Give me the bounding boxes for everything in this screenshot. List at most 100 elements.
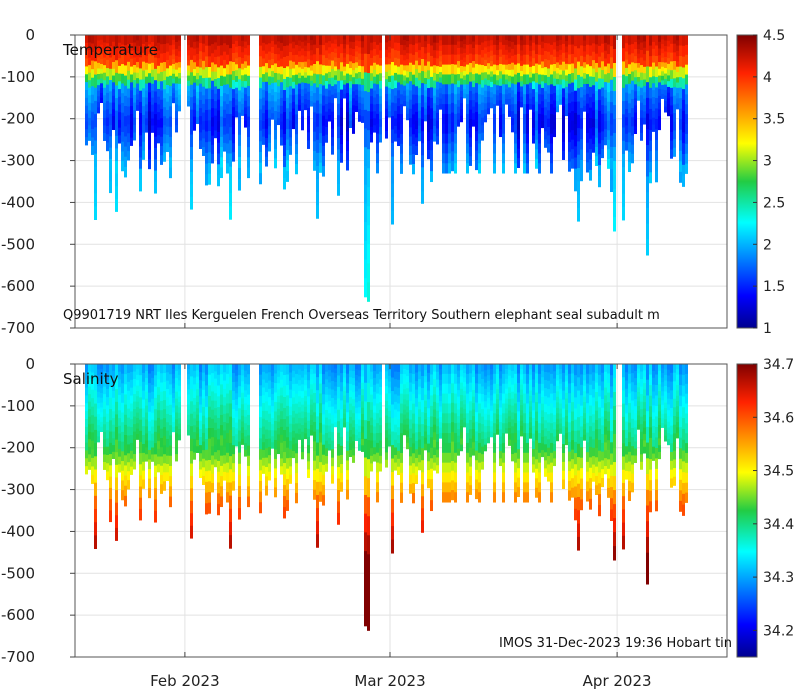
profile-cell	[367, 149, 370, 169]
profile-cell	[577, 88, 580, 102]
profile-cell	[319, 103, 322, 114]
profile-cell	[109, 397, 112, 410]
profile-cell	[223, 388, 226, 398]
profile-cell	[151, 454, 154, 462]
profile-cell	[196, 401, 199, 409]
profile-cell	[142, 417, 145, 427]
profile-cell	[523, 163, 526, 174]
profile-cell	[628, 142, 631, 153]
profile-cell	[238, 485, 241, 498]
profile-cell	[400, 114, 403, 125]
profile-cell	[508, 416, 511, 423]
profile-cell	[310, 430, 313, 436]
profile-cell	[364, 222, 367, 242]
profile-cell	[649, 98, 652, 110]
profile-cell	[553, 385, 556, 394]
profile-cell	[148, 440, 151, 451]
profile-cell	[157, 371, 160, 380]
profile-cell	[442, 413, 445, 424]
profile-cell	[502, 153, 505, 164]
profile-cell	[115, 198, 118, 212]
profile-cell	[538, 64, 541, 75]
profile-cell	[130, 74, 133, 83]
profile-cell	[196, 389, 199, 397]
profile-cell	[247, 496, 250, 508]
profile-cell	[115, 148, 118, 162]
profile-cell	[433, 57, 436, 66]
profile-cell	[451, 480, 454, 491]
profile-cell	[373, 111, 376, 119]
profile-cell	[280, 129, 283, 138]
profile-cell	[529, 385, 532, 391]
profile-cell	[154, 476, 157, 489]
profile-cell	[379, 409, 382, 418]
profile-cell	[289, 137, 292, 147]
profile-cell	[376, 123, 379, 134]
profile-cell	[100, 63, 103, 70]
profile-cell	[310, 374, 313, 380]
profile-cell	[313, 83, 316, 94]
profile-cell	[133, 424, 136, 432]
profile-cell	[460, 382, 463, 390]
profile-cell	[289, 60, 292, 70]
profile-cell	[454, 104, 457, 115]
profile-cell	[187, 35, 190, 41]
profile-cell	[274, 110, 277, 121]
profile-cell	[163, 44, 166, 54]
profile-cell	[244, 120, 247, 128]
profile-cell	[307, 436, 310, 446]
profile-cell	[517, 430, 520, 441]
profile-cell	[559, 364, 562, 370]
profile-cell	[106, 109, 109, 119]
profile-cell	[178, 51, 181, 58]
profile-cell	[655, 66, 658, 78]
profile-cell	[295, 364, 298, 375]
profile-cell	[247, 486, 250, 497]
profile-cell	[130, 58, 133, 67]
profile-cell	[265, 467, 268, 477]
profile-cell	[199, 364, 202, 373]
profile-cell	[232, 400, 235, 410]
profile-cell	[379, 448, 382, 457]
profile-cell	[655, 45, 658, 57]
profile-cell	[514, 442, 517, 454]
profile-cell	[115, 47, 118, 61]
profile-cell	[553, 414, 556, 423]
profile-cell	[340, 427, 343, 438]
profile-cell	[340, 382, 343, 392]
profile-cell	[499, 451, 502, 459]
profile-cell	[604, 42, 607, 52]
profile-cell	[226, 153, 229, 164]
profile-cell	[484, 444, 487, 452]
profile-cell	[493, 54, 496, 65]
profile-cell	[451, 383, 454, 394]
profile-cell	[331, 111, 334, 121]
profile-cell	[319, 442, 322, 453]
profile-cell	[283, 364, 286, 376]
profile-cell	[571, 35, 574, 45]
profile-cell	[205, 385, 208, 397]
profile-cell	[244, 443, 247, 451]
profile-cell	[463, 386, 466, 392]
profile-cell	[91, 103, 94, 113]
profile-cell	[286, 405, 289, 417]
profile-cell	[304, 72, 307, 79]
profile-cell	[322, 105, 325, 117]
profile-cell	[682, 110, 685, 122]
profile-cell	[493, 123, 496, 135]
profile-cell	[463, 35, 466, 40]
profile-cell	[307, 124, 310, 133]
profile-cell	[601, 140, 604, 150]
profile-cell	[358, 413, 361, 420]
profile-cell	[589, 169, 592, 181]
profile-cell	[97, 107, 100, 114]
profile-cell	[94, 364, 97, 378]
profile-cell	[214, 130, 217, 139]
profile-cell	[286, 66, 289, 78]
profile-cell	[496, 60, 499, 66]
profile-cell	[478, 113, 481, 125]
profile-cell	[550, 462, 553, 473]
profile-cell	[364, 240, 367, 260]
profile-cell	[682, 99, 685, 112]
profile-cell	[508, 422, 511, 429]
